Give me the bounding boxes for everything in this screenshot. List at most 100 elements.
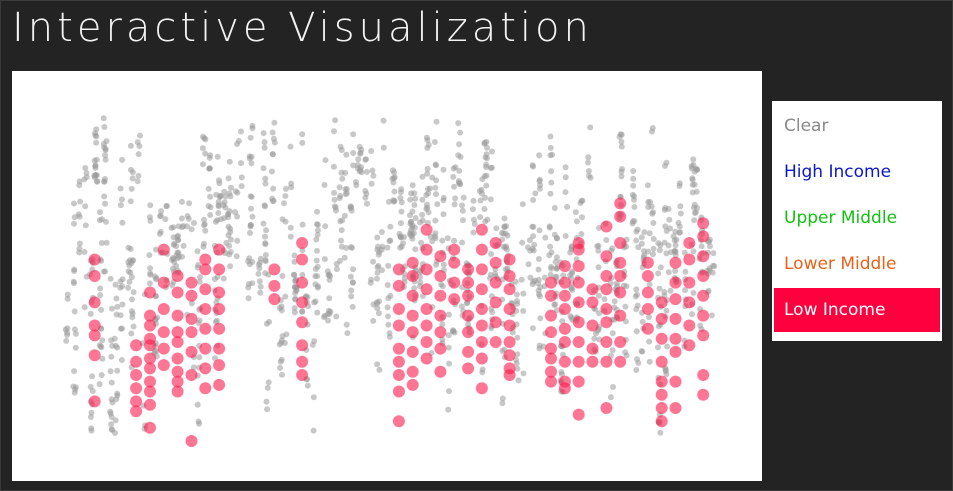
background-point[interactable] — [440, 211, 447, 218]
background-point[interactable] — [128, 185, 135, 192]
background-point[interactable] — [649, 125, 656, 131]
background-point[interactable] — [112, 430, 118, 436]
background-point[interactable] — [100, 115, 107, 122]
background-point[interactable] — [691, 217, 698, 224]
data-point-low-income[interactable] — [462, 289, 475, 302]
data-point-low-income[interactable] — [199, 253, 212, 266]
background-point[interactable] — [562, 174, 569, 181]
background-point[interactable] — [184, 213, 191, 219]
background-point[interactable] — [77, 198, 84, 205]
background-point[interactable] — [215, 210, 222, 216]
background-point[interactable] — [233, 253, 240, 260]
background-point[interactable] — [536, 291, 542, 298]
data-point-low-income[interactable] — [448, 256, 461, 269]
background-point[interactable] — [282, 293, 289, 300]
data-point-low-income[interactable] — [144, 309, 156, 322]
background-point[interactable] — [333, 266, 340, 273]
background-point[interactable] — [314, 221, 321, 228]
data-point-low-income[interactable] — [406, 365, 419, 378]
data-point-low-income[interactable] — [185, 312, 198, 325]
data-point-low-income[interactable] — [171, 326, 184, 339]
data-point-low-income[interactable] — [199, 283, 212, 296]
background-point[interactable] — [439, 336, 446, 343]
data-point-low-income[interactable] — [489, 237, 502, 249]
background-point[interactable] — [348, 244, 354, 250]
background-point[interactable] — [263, 227, 270, 234]
background-point[interactable] — [92, 130, 99, 137]
data-point-low-income[interactable] — [669, 345, 682, 358]
data-point-low-income[interactable] — [199, 322, 212, 335]
background-point[interactable] — [573, 218, 580, 225]
background-point[interactable] — [610, 384, 616, 390]
background-point[interactable] — [537, 182, 544, 189]
background-point[interactable] — [163, 202, 170, 209]
background-point[interactable] — [76, 178, 83, 185]
data-point-low-income[interactable] — [185, 326, 198, 339]
background-point[interactable] — [470, 197, 477, 204]
background-point[interactable] — [225, 175, 232, 182]
data-point-low-income[interactable] — [697, 369, 710, 381]
background-point[interactable] — [368, 148, 375, 154]
background-point[interactable] — [655, 344, 661, 351]
background-point[interactable] — [676, 183, 683, 189]
background-point[interactable] — [638, 240, 645, 247]
data-point-low-income[interactable] — [600, 316, 613, 329]
background-point[interactable] — [234, 213, 241, 220]
background-point[interactable] — [391, 188, 398, 195]
background-point[interactable] — [374, 275, 380, 282]
data-point-low-income[interactable] — [213, 243, 226, 256]
data-point-low-income[interactable] — [489, 256, 502, 269]
background-point[interactable] — [179, 253, 185, 260]
background-point[interactable] — [119, 301, 126, 308]
background-point[interactable] — [299, 271, 306, 278]
background-point[interactable] — [311, 338, 318, 345]
background-point[interactable] — [96, 381, 103, 388]
background-point[interactable] — [690, 248, 697, 255]
background-point[interactable] — [134, 178, 141, 185]
background-point[interactable] — [411, 224, 418, 231]
background-point[interactable] — [255, 270, 262, 277]
background-point[interactable] — [635, 360, 642, 366]
background-point[interactable] — [76, 240, 83, 247]
background-point[interactable] — [662, 162, 668, 169]
background-point[interactable] — [99, 355, 106, 362]
data-point-low-income[interactable] — [296, 237, 309, 249]
data-point-low-income[interactable] — [683, 319, 696, 332]
background-point[interactable] — [499, 400, 506, 407]
background-point[interactable] — [221, 188, 228, 195]
data-point-low-income[interactable] — [448, 293, 461, 306]
data-point-low-income[interactable] — [171, 309, 184, 322]
background-point[interactable] — [331, 189, 338, 196]
data-point-low-income[interactable] — [600, 283, 613, 296]
data-point-low-income[interactable] — [614, 336, 627, 348]
background-point[interactable] — [397, 220, 404, 227]
background-point[interactable] — [525, 261, 532, 268]
background-point[interactable] — [633, 286, 640, 293]
background-point[interactable] — [470, 229, 477, 236]
background-point[interactable] — [71, 266, 78, 273]
background-point[interactable] — [483, 164, 490, 171]
data-point-low-income[interactable] — [268, 293, 281, 306]
background-point[interactable] — [457, 180, 464, 187]
background-point[interactable] — [102, 156, 109, 163]
background-point[interactable] — [221, 199, 228, 206]
background-point[interactable] — [248, 153, 255, 160]
background-point[interactable] — [446, 388, 452, 395]
data-point-low-income[interactable] — [199, 342, 212, 355]
background-point[interactable] — [385, 321, 392, 328]
background-point[interactable] — [71, 389, 78, 396]
background-point[interactable] — [314, 273, 321, 280]
background-point[interactable] — [281, 200, 287, 207]
background-point[interactable] — [291, 309, 298, 316]
background-point[interactable] — [76, 249, 83, 256]
background-point[interactable] — [390, 167, 396, 174]
background-point[interactable] — [460, 194, 467, 201]
background-point[interactable] — [98, 306, 105, 313]
background-point[interactable] — [535, 256, 542, 262]
background-point[interactable] — [646, 314, 652, 321]
background-point[interactable] — [479, 190, 485, 197]
data-point-low-income[interactable] — [157, 276, 170, 289]
data-point-low-income[interactable] — [406, 326, 419, 339]
background-point[interactable] — [262, 257, 269, 264]
data-point-low-income[interactable] — [434, 365, 447, 378]
